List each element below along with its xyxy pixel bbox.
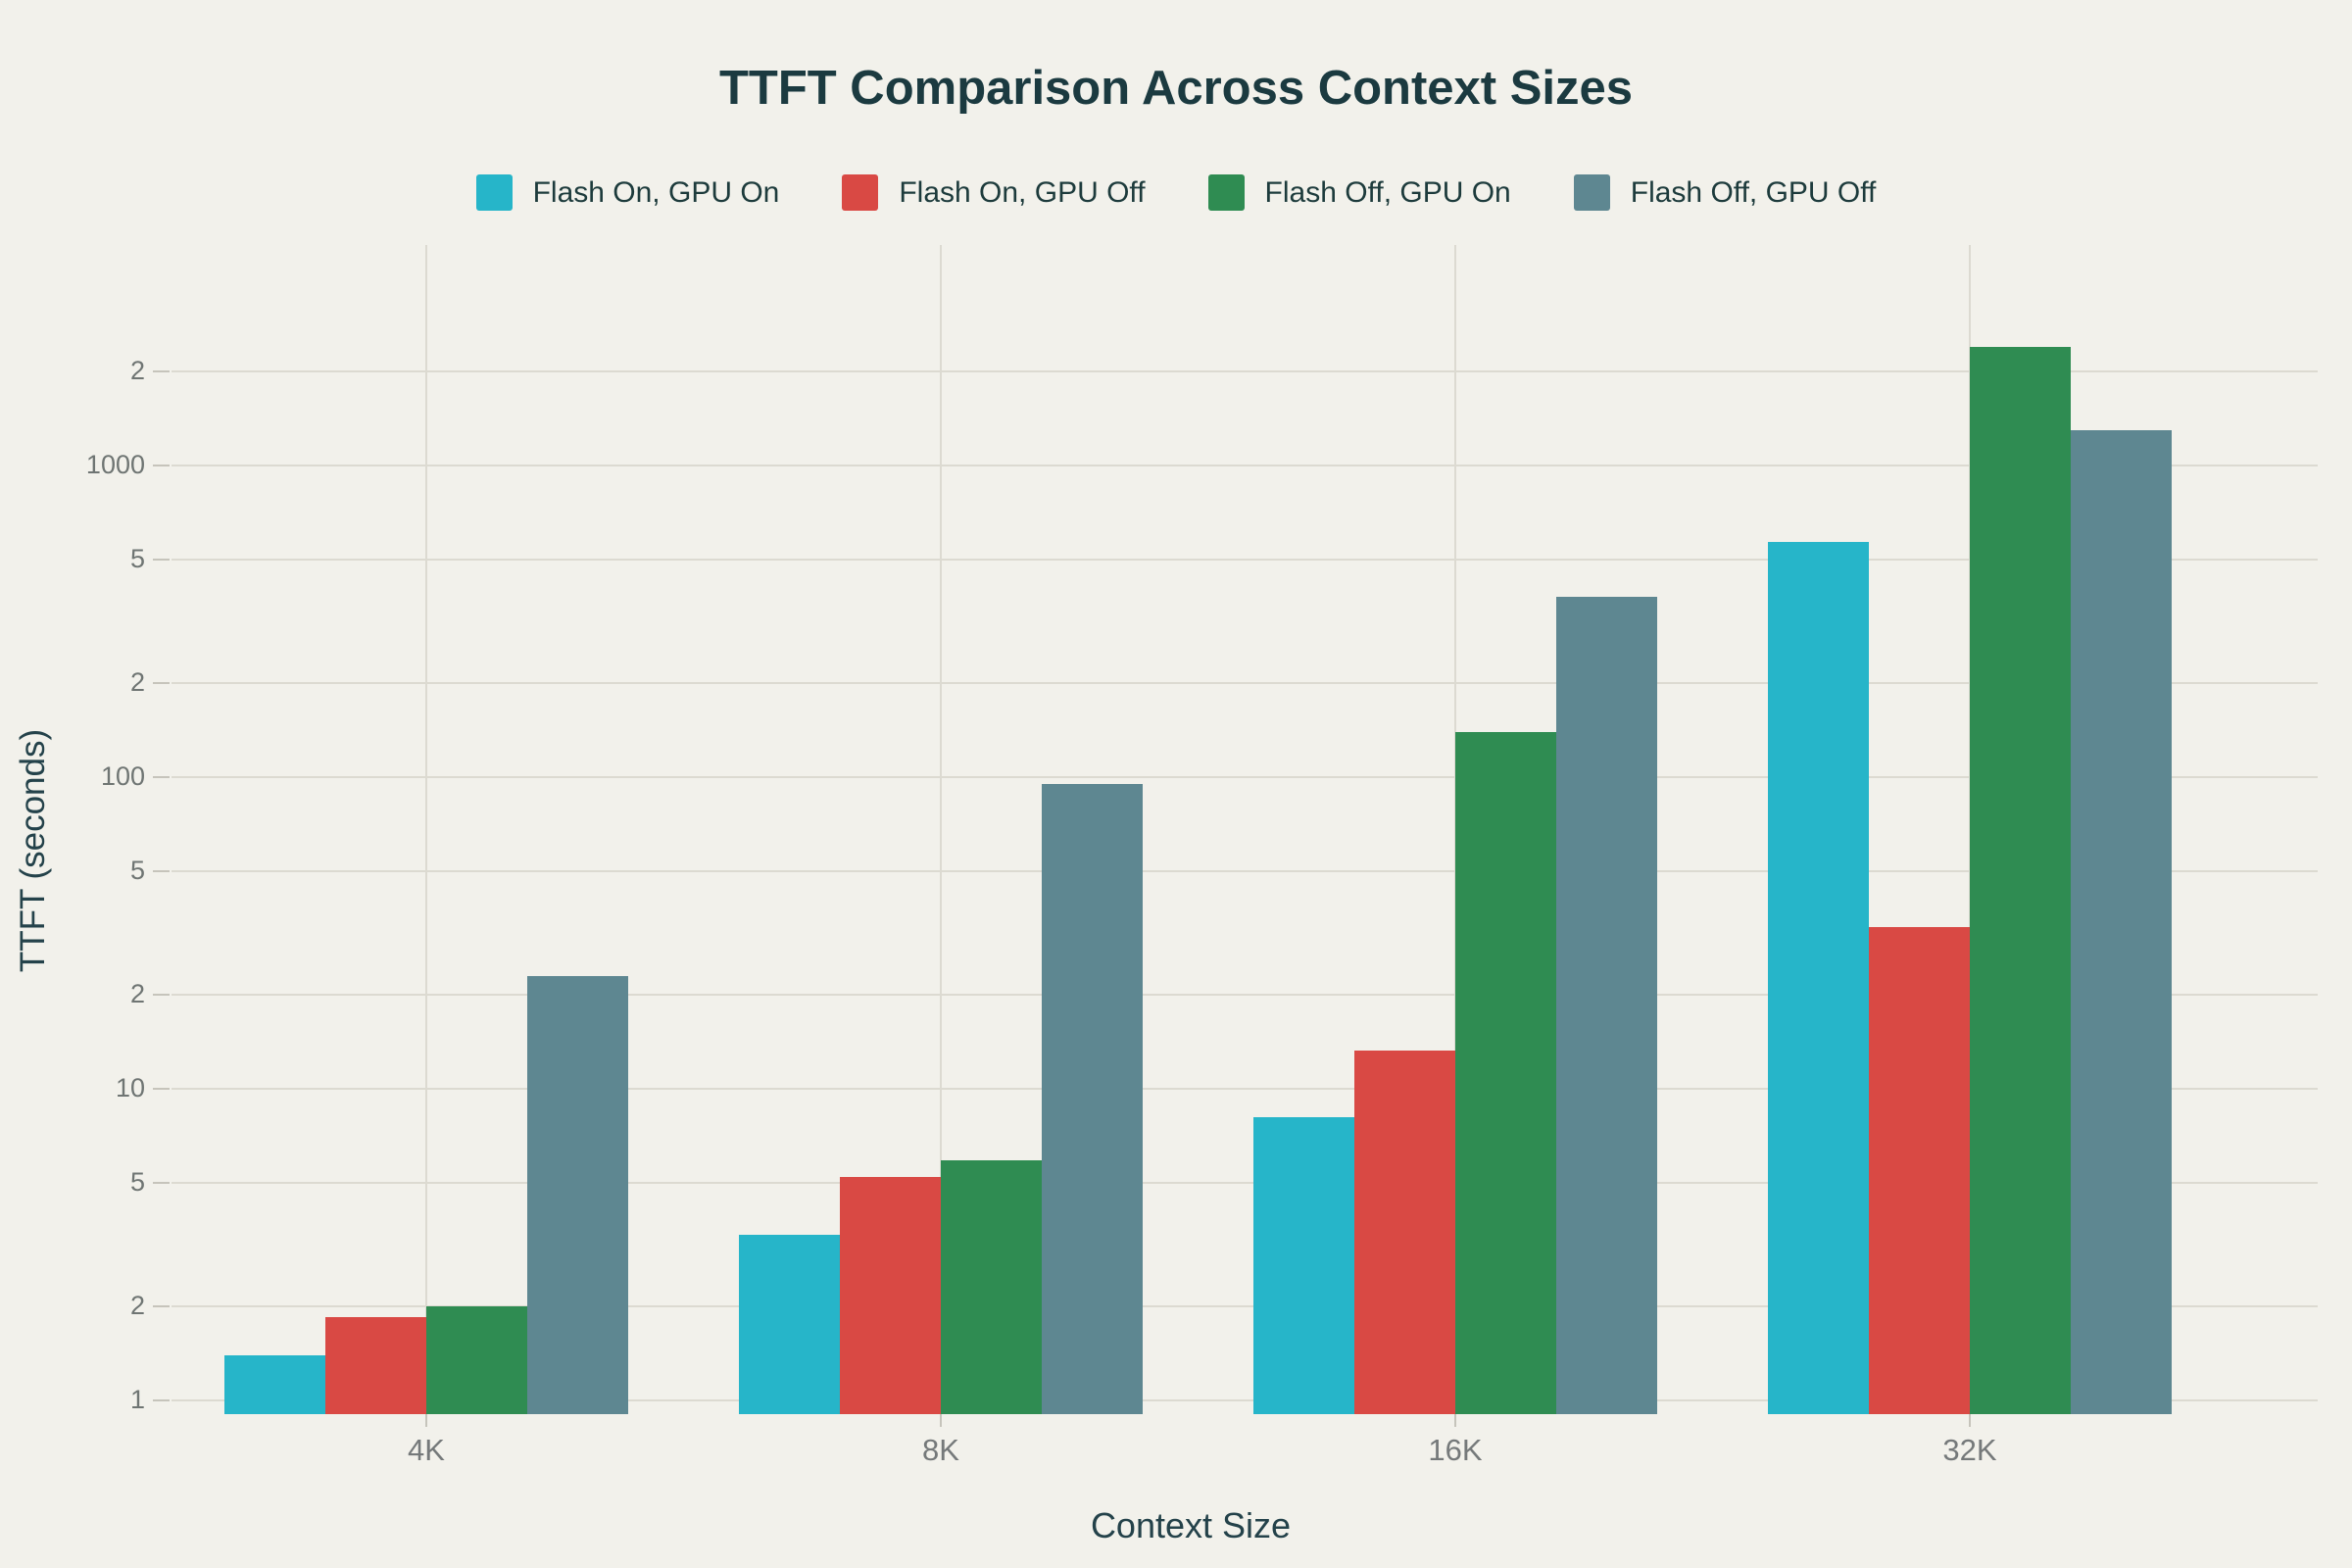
- bar-16k-flash-on-gpu-off: [1354, 1050, 1455, 1414]
- legend-item: Flash Off, GPU On: [1207, 174, 1511, 211]
- legend-swatch-icon: [842, 174, 879, 211]
- bar-8k-flash-off-gpu-on: [941, 1159, 1042, 1414]
- y-tick: [153, 370, 170, 373]
- y-gridline: [172, 1181, 2318, 1184]
- y-tick-label: 5: [129, 543, 145, 573]
- y-tick: [153, 682, 170, 685]
- y-gridline: [172, 994, 2318, 997]
- x-tick: [1454, 1414, 1456, 1427]
- bar-4k-flash-on-gpu-off: [325, 1317, 426, 1414]
- y-tick: [153, 1181, 170, 1184]
- x-tick: [1969, 1414, 1971, 1427]
- bar-32k-flash-off-gpu-on: [1970, 347, 2071, 1414]
- bar-8k-flash-on-gpu-on: [739, 1234, 840, 1414]
- legend-label: Flash On, GPU Off: [899, 175, 1146, 209]
- legend-label: Flash On, GPU On: [532, 175, 780, 209]
- y-tick: [153, 465, 170, 466]
- bar-16k-flash-on-gpu-on: [1253, 1117, 1354, 1414]
- y-tick-label: 10: [115, 1073, 145, 1102]
- y-gridline: [172, 465, 2318, 466]
- y-tick-label: 2: [129, 356, 145, 386]
- y-axis-title: TTFT (seconds): [14, 728, 52, 973]
- y-gridline: [172, 1305, 2318, 1308]
- legend-swatch-icon: [475, 174, 513, 211]
- x-tick-label: 32K: [1942, 1433, 1997, 1467]
- y-tick-label: 5: [129, 1166, 145, 1197]
- bar-16k-flash-off-gpu-on: [1455, 731, 1556, 1414]
- bar-16k-flash-off-gpu-off: [1556, 596, 1657, 1414]
- bar-4k-flash-off-gpu-off: [527, 975, 628, 1414]
- y-tick-label: 2: [129, 1291, 145, 1321]
- y-gridline: [172, 869, 2318, 872]
- x-tick: [425, 1414, 427, 1427]
- y-gridline: [172, 1399, 2318, 1401]
- legend-label: Flash Off, GPU Off: [1630, 175, 1877, 209]
- y-tick-label: 1: [129, 1385, 145, 1414]
- legend-swatch-icon: [1207, 174, 1245, 211]
- y-tick-label: 100: [100, 761, 145, 791]
- y-tick-label: 1000: [85, 450, 145, 479]
- legend-swatch-icon: [1573, 174, 1610, 211]
- y-tick: [153, 1399, 170, 1401]
- y-tick: [153, 994, 170, 997]
- y-gridline: [172, 1088, 2318, 1090]
- y-tick-label: 2: [129, 667, 145, 698]
- y-gridline: [172, 682, 2318, 685]
- x-gridline: [425, 245, 427, 1414]
- y-tick-label: 5: [129, 855, 145, 885]
- y-tick: [153, 869, 170, 872]
- y-tick: [153, 558, 170, 561]
- legend-label: Flash Off, GPU On: [1264, 175, 1511, 209]
- y-tick: [153, 1305, 170, 1308]
- y-gridline: [172, 370, 2318, 373]
- x-tick-label: 16K: [1428, 1433, 1483, 1467]
- x-gridline: [940, 245, 942, 1414]
- x-tick: [940, 1414, 942, 1427]
- legend-item: Flash Off, GPU Off: [1573, 174, 1877, 211]
- bar-8k-flash-on-gpu-off: [840, 1177, 941, 1414]
- y-gridline: [172, 776, 2318, 778]
- bar-8k-flash-off-gpu-off: [1042, 784, 1143, 1414]
- y-gridline: [172, 558, 2318, 561]
- bar-32k-flash-on-gpu-on: [1768, 541, 1869, 1414]
- bar-4k-flash-off-gpu-on: [426, 1306, 527, 1414]
- x-axis-title: Context Size: [1090, 1505, 1292, 1545]
- legend-item: Flash On, GPU On: [475, 174, 780, 211]
- x-tick-label: 4K: [408, 1433, 445, 1467]
- y-tick: [153, 776, 170, 778]
- legend-item: Flash On, GPU Off: [842, 174, 1146, 211]
- x-tick-label: 8K: [922, 1433, 959, 1467]
- bar-4k-flash-on-gpu-on: [224, 1354, 325, 1414]
- y-tick-label: 2: [129, 979, 145, 1009]
- bar-32k-flash-off-gpu-off: [2071, 429, 2172, 1414]
- y-tick: [153, 1088, 170, 1090]
- bar-32k-flash-on-gpu-off: [1869, 927, 1970, 1414]
- chart-title: TTFT Comparison Across Context Sizes: [718, 62, 1634, 115]
- legend: Flash On, GPU On Flash On, GPU Off Flash O…: [0, 174, 2352, 211]
